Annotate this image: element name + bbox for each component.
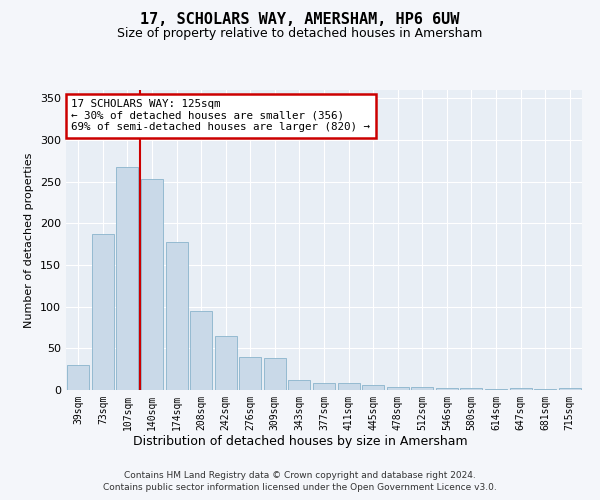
- Bar: [67, 365, 89, 390]
- Text: Size of property relative to detached houses in Amersham: Size of property relative to detached ho…: [118, 28, 482, 40]
- Text: Contains HM Land Registry data © Crown copyright and database right 2024.: Contains HM Land Registry data © Crown c…: [124, 471, 476, 480]
- Bar: [166, 242, 188, 390]
- Bar: [239, 356, 262, 390]
- Bar: [509, 388, 532, 390]
- Y-axis label: Number of detached properties: Number of detached properties: [25, 152, 34, 328]
- Bar: [386, 386, 409, 390]
- Bar: [411, 386, 433, 390]
- Bar: [362, 385, 384, 390]
- Bar: [92, 234, 114, 390]
- Bar: [289, 380, 310, 390]
- Bar: [215, 336, 237, 390]
- Text: 17 SCHOLARS WAY: 125sqm
← 30% of detached houses are smaller (356)
69% of semi-d: 17 SCHOLARS WAY: 125sqm ← 30% of detache…: [71, 99, 370, 132]
- Text: Contains public sector information licensed under the Open Government Licence v3: Contains public sector information licen…: [103, 484, 497, 492]
- Bar: [534, 389, 556, 390]
- Bar: [190, 311, 212, 390]
- Bar: [141, 179, 163, 390]
- Bar: [460, 388, 482, 390]
- Bar: [436, 388, 458, 390]
- Bar: [338, 384, 359, 390]
- Bar: [313, 382, 335, 390]
- Bar: [116, 166, 139, 390]
- Bar: [559, 388, 581, 390]
- Bar: [264, 358, 286, 390]
- Text: Distribution of detached houses by size in Amersham: Distribution of detached houses by size …: [133, 435, 467, 448]
- Text: 17, SCHOLARS WAY, AMERSHAM, HP6 6UW: 17, SCHOLARS WAY, AMERSHAM, HP6 6UW: [140, 12, 460, 28]
- Bar: [485, 389, 507, 390]
